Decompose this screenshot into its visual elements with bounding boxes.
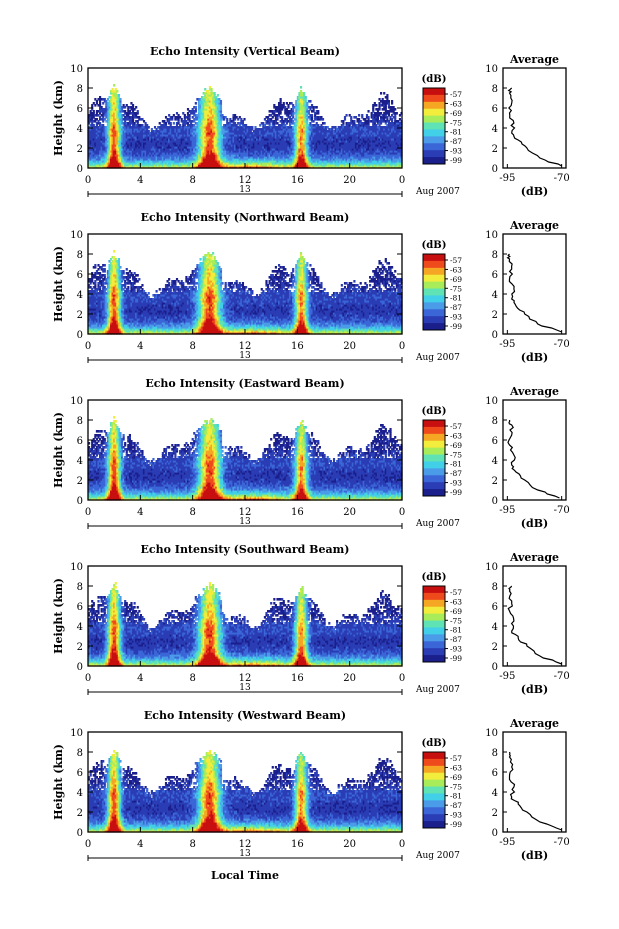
heatmap-cell	[93, 110, 95, 113]
heatmap-cell	[173, 122, 175, 125]
heatmap-cell	[119, 98, 121, 101]
heatmap-cell	[118, 94, 120, 97]
heatmap-cell	[148, 126, 150, 129]
panel-1: Echo Intensity (Vertical Beam)0246810Hei…	[52, 45, 570, 198]
heatmap-cell	[135, 106, 137, 109]
heatmap-cell	[132, 104, 134, 107]
heatmap-cell	[170, 122, 172, 125]
heatmap-cells	[88, 84, 403, 169]
heatmap-cell	[113, 84, 115, 87]
radar-echo-figure: Echo Intensity (Vertical Beam)0246810Hei…	[0, 0, 619, 929]
panel-title: Echo Intensity (Vertical Beam)	[150, 45, 340, 58]
heatmap-cell	[116, 90, 118, 93]
heatmap-cell	[137, 110, 139, 113]
